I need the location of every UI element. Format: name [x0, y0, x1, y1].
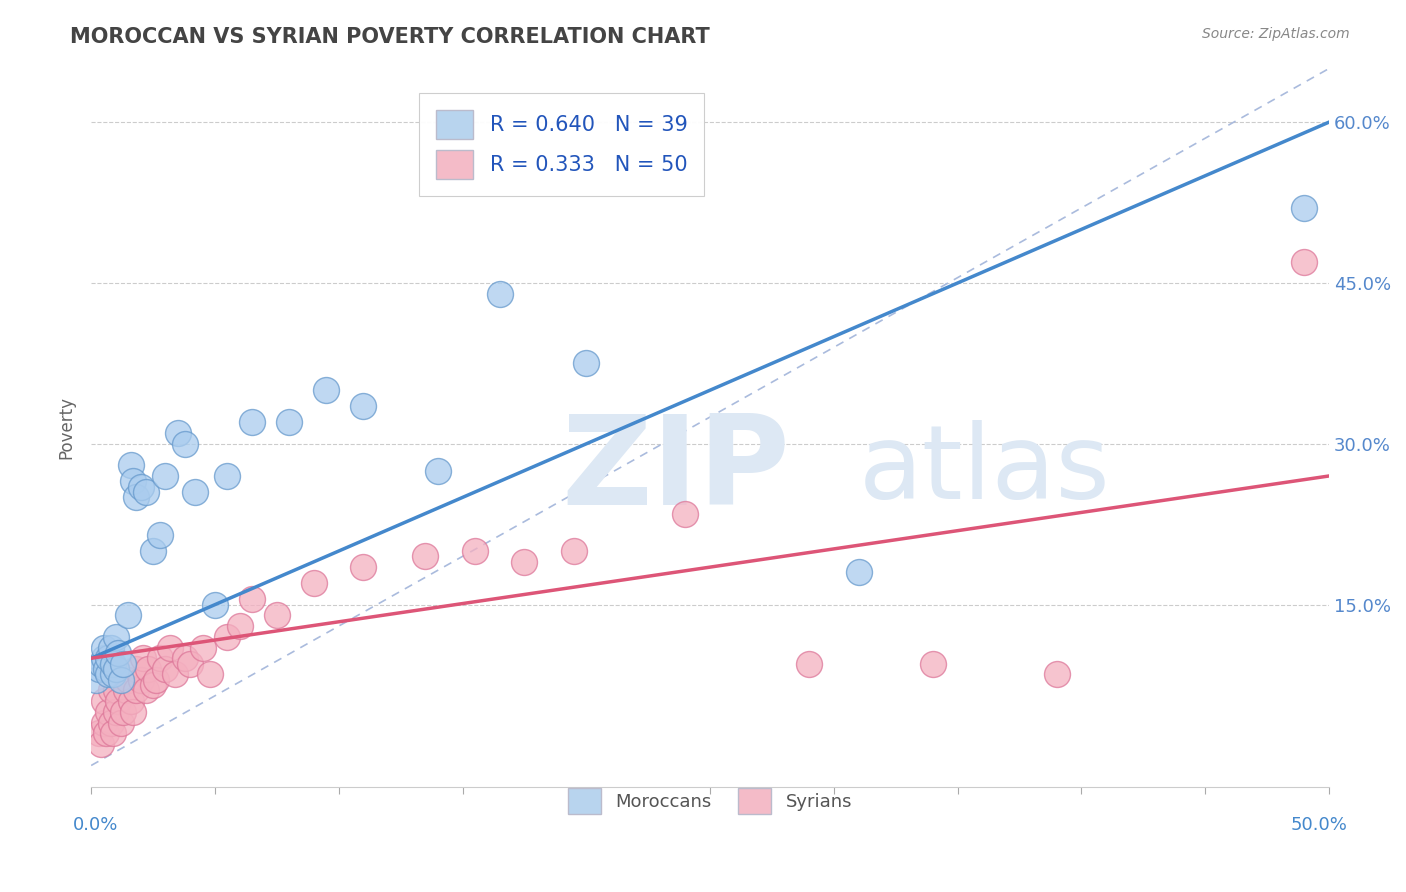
Point [415, 549, 437, 564]
Point [97, 705, 120, 719]
Point [100, 640, 122, 655]
Point [104, 662, 127, 676]
Point [110, 715, 132, 730]
Point [797, 657, 820, 671]
Point [104, 683, 127, 698]
Point [135, 683, 157, 698]
Point [90, 737, 112, 751]
Point [112, 657, 135, 671]
Point [1294, 201, 1316, 215]
Text: 0.0%: 0.0% [73, 815, 118, 834]
Point [1046, 667, 1069, 681]
Point [122, 475, 145, 489]
Point [103, 726, 125, 740]
Point [87, 726, 110, 740]
Point [125, 683, 148, 698]
Point [103, 667, 125, 681]
Point [228, 619, 250, 633]
Point [104, 662, 127, 676]
Point [93, 640, 115, 655]
Point [562, 544, 585, 558]
Point [922, 657, 945, 671]
Point [155, 469, 177, 483]
Point [575, 356, 598, 370]
Point [125, 662, 148, 676]
Point [104, 630, 127, 644]
Point [97, 667, 120, 681]
Point [107, 694, 129, 708]
Point [142, 678, 165, 692]
Point [125, 491, 148, 505]
Point [120, 694, 142, 708]
Point [114, 683, 136, 698]
Point [110, 673, 132, 687]
Point [464, 544, 486, 558]
Point [104, 705, 127, 719]
Point [302, 576, 325, 591]
Point [142, 544, 165, 558]
Point [217, 469, 239, 483]
Point [848, 566, 870, 580]
Point [136, 662, 159, 676]
Point [155, 662, 177, 676]
Point [129, 673, 152, 687]
Point [149, 651, 172, 665]
Point [94, 726, 117, 740]
Point [159, 640, 181, 655]
Point [191, 640, 214, 655]
Text: 50.0%: 50.0% [1291, 815, 1347, 834]
Point [198, 667, 221, 681]
Point [240, 592, 263, 607]
Point [100, 715, 122, 730]
Y-axis label: Poverty: Poverty [58, 396, 75, 459]
Point [179, 657, 201, 671]
Point [145, 673, 167, 687]
Point [132, 651, 155, 665]
Point [129, 480, 152, 494]
Point [174, 437, 197, 451]
Point [240, 415, 263, 429]
Point [278, 415, 301, 429]
Point [353, 399, 375, 413]
Point [117, 673, 139, 687]
Point [122, 705, 145, 719]
Point [117, 608, 139, 623]
Point [100, 683, 122, 698]
Point [149, 528, 172, 542]
Point [94, 662, 117, 676]
Point [165, 667, 187, 681]
Legend: Moroccans, Syrians: Moroccans, Syrians [561, 781, 859, 821]
Point [315, 383, 337, 397]
Point [513, 555, 536, 569]
Point [93, 694, 115, 708]
Point [174, 651, 197, 665]
Point [135, 485, 157, 500]
Point [93, 715, 115, 730]
Point [107, 646, 129, 660]
Point [266, 608, 288, 623]
Point [673, 507, 696, 521]
Point [166, 426, 188, 441]
Point [488, 286, 510, 301]
Point [93, 651, 115, 665]
Point [353, 560, 375, 574]
Point [103, 657, 125, 671]
Point [204, 598, 226, 612]
Point [120, 458, 142, 473]
Text: atlas: atlas [859, 420, 1111, 521]
Point [1294, 254, 1316, 268]
Point [84, 673, 107, 687]
Point [426, 464, 449, 478]
Point [90, 657, 112, 671]
Point [97, 651, 120, 665]
Point [87, 662, 110, 676]
Point [217, 630, 239, 644]
Point [112, 705, 135, 719]
Text: MOROCCAN VS SYRIAN POVERTY CORRELATION CHART: MOROCCAN VS SYRIAN POVERTY CORRELATION C… [70, 27, 710, 46]
Text: ZIP: ZIP [561, 410, 790, 532]
Text: Source: ZipAtlas.com: Source: ZipAtlas.com [1202, 27, 1350, 41]
Point [184, 485, 207, 500]
